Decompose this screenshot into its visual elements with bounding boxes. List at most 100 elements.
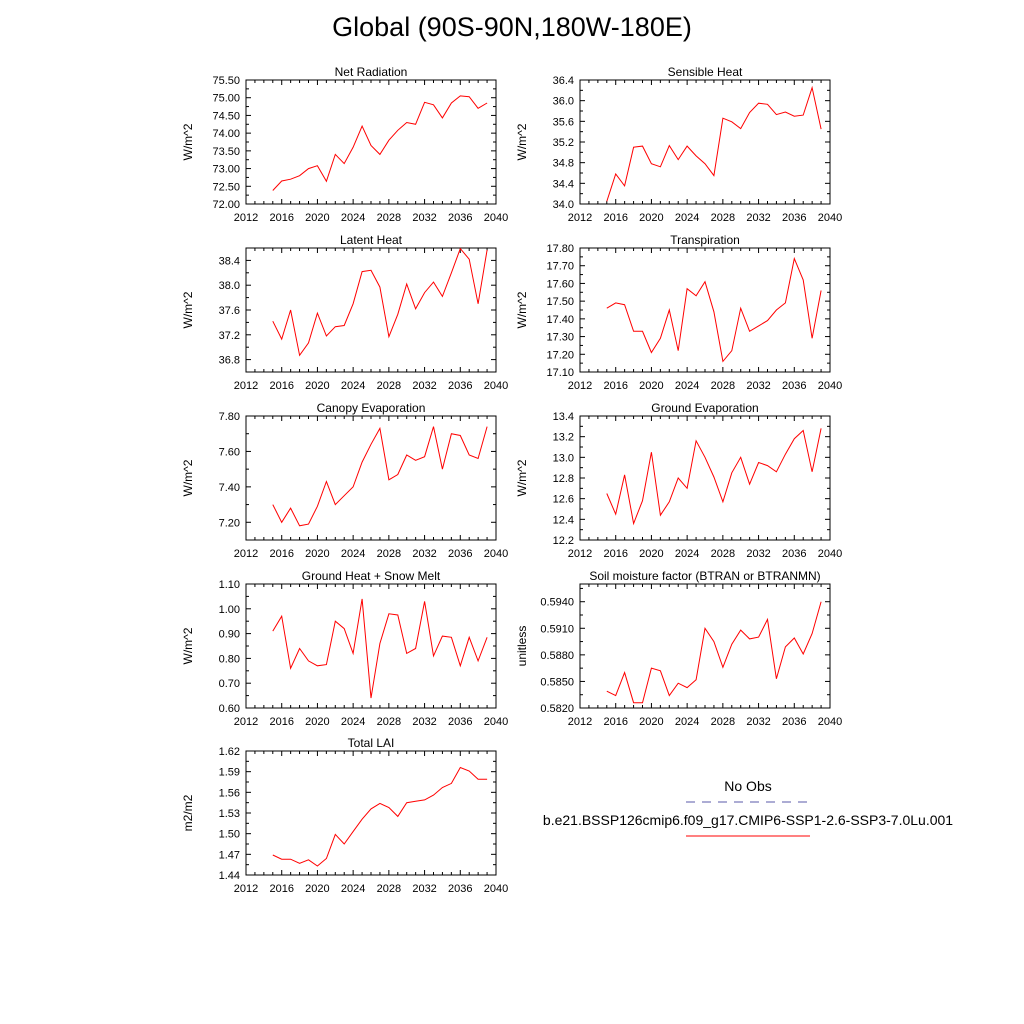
y-tick-label: 1.53 bbox=[219, 808, 240, 820]
x-tick-label: 2036 bbox=[448, 548, 472, 560]
x-tick-label: 2032 bbox=[412, 716, 436, 728]
legend: No Obs b.e21.BSSP126cmip6.f09_g17.CMIP6-… bbox=[530, 778, 966, 846]
y-tick-label: 7.20 bbox=[219, 517, 240, 529]
x-tick-label: 2036 bbox=[782, 212, 806, 224]
panel-title: Sensible Heat bbox=[668, 65, 743, 79]
figure-title: Global (90S-90N,180W-180E) bbox=[332, 12, 692, 42]
y-tick-label: 7.40 bbox=[219, 482, 240, 494]
x-tick-label: 2032 bbox=[412, 212, 436, 224]
x-tick-label: 2016 bbox=[603, 380, 627, 392]
panel-title: Ground Evaporation bbox=[651, 401, 758, 415]
y-axis-label: W/m^2 bbox=[181, 459, 195, 496]
plot-frame bbox=[579, 79, 831, 205]
x-tick-label: 2032 bbox=[412, 548, 436, 560]
x-tick-label: 2028 bbox=[377, 380, 401, 392]
x-tick-label: 2028 bbox=[711, 548, 735, 560]
x-tick-label: 2016 bbox=[603, 212, 627, 224]
y-tick-label: 17.50 bbox=[546, 296, 574, 308]
x-tick-label: 2036 bbox=[782, 380, 806, 392]
x-tick-label: 2024 bbox=[675, 212, 699, 224]
y-axis-label: m2/m2 bbox=[181, 794, 195, 831]
y-tick-label: 1.47 bbox=[219, 849, 240, 861]
panel-title: Transpiration bbox=[670, 233, 740, 247]
y-tick-label: 17.10 bbox=[546, 367, 574, 379]
x-tick-label: 2024 bbox=[341, 212, 365, 224]
x-tick-label: 2024 bbox=[675, 716, 699, 728]
x-tick-label: 2012 bbox=[234, 548, 258, 560]
series-line bbox=[606, 256, 822, 363]
x-tick-label: 2036 bbox=[448, 212, 472, 224]
y-tick-label: 0.5910 bbox=[540, 623, 574, 635]
y-tick-label: 17.60 bbox=[546, 278, 574, 290]
y-tick-label: 1.00 bbox=[219, 604, 240, 616]
y-tick-label: 38.0 bbox=[219, 280, 240, 292]
x-tick-label: 2040 bbox=[484, 548, 508, 560]
x-tick-label: 2020 bbox=[639, 380, 663, 392]
x-tick-label: 2036 bbox=[448, 380, 472, 392]
y-tick-label: 75.00 bbox=[212, 93, 240, 105]
x-tick-label: 2028 bbox=[377, 883, 401, 895]
y-tick-label: 72.50 bbox=[212, 181, 240, 193]
y-tick-label: 36.4 bbox=[553, 75, 574, 87]
y-axis-label: unitless bbox=[515, 626, 529, 667]
x-tick-label: 2020 bbox=[305, 716, 329, 728]
plot-frame bbox=[245, 415, 497, 541]
panel-8: Soil moisture factor (BTRAN or BTRANMN) u… bbox=[515, 569, 842, 728]
x-tick-label: 2040 bbox=[484, 212, 508, 224]
y-tick-label: 1.62 bbox=[219, 746, 240, 758]
y-tick-label: 36.8 bbox=[219, 355, 240, 367]
y-tick-label: 17.20 bbox=[546, 349, 574, 361]
panel-title: Soil moisture factor (BTRAN or BTRANMN) bbox=[589, 569, 820, 583]
y-axis-label: W/m^2 bbox=[515, 291, 529, 328]
y-tick-label: 34.8 bbox=[553, 158, 574, 170]
y-tick-label: 13.2 bbox=[553, 432, 574, 444]
panel-4: Transpiration W/m^2 2012 2016 2020 2024 2028 20… bbox=[515, 233, 842, 392]
x-tick-label: 2020 bbox=[305, 380, 329, 392]
y-tick-label: 34.0 bbox=[553, 199, 574, 211]
series-line bbox=[606, 428, 822, 526]
x-tick-label: 2012 bbox=[568, 548, 592, 560]
series-line bbox=[606, 601, 822, 704]
y-tick-label: 1.44 bbox=[219, 870, 240, 882]
x-tick-label: 2016 bbox=[603, 716, 627, 728]
legend-series-line bbox=[686, 835, 810, 837]
x-tick-label: 2032 bbox=[412, 883, 436, 895]
y-tick-label: 17.30 bbox=[546, 332, 574, 344]
x-tick-label: 2036 bbox=[782, 548, 806, 560]
legend-obs-label: No Obs bbox=[724, 778, 772, 794]
y-tick-label: 0.5820 bbox=[540, 703, 574, 715]
x-tick-label: 2020 bbox=[305, 212, 329, 224]
y-tick-label: 0.60 bbox=[219, 703, 240, 715]
x-tick-label: 2020 bbox=[639, 716, 663, 728]
x-tick-label: 2040 bbox=[818, 212, 842, 224]
x-tick-label: 2024 bbox=[341, 548, 365, 560]
legend-series-label: b.e21.BSSP126cmip6.f09_g17.CMIP6-SSP1-2.… bbox=[542, 812, 954, 828]
y-tick-label: 0.5940 bbox=[540, 597, 574, 609]
y-tick-label: 1.59 bbox=[219, 767, 240, 779]
panel-title: Ground Heat + Snow Melt bbox=[302, 569, 441, 583]
x-tick-label: 2012 bbox=[568, 716, 592, 728]
y-tick-label: 73.50 bbox=[212, 146, 240, 158]
y-tick-label: 13.0 bbox=[553, 452, 574, 464]
y-tick-label: 13.4 bbox=[553, 411, 574, 423]
x-tick-label: 2016 bbox=[269, 716, 293, 728]
y-tick-label: 35.6 bbox=[553, 116, 574, 128]
x-tick-label: 2012 bbox=[234, 716, 258, 728]
y-axis-label: W/m^2 bbox=[515, 459, 529, 496]
x-tick-label: 2028 bbox=[377, 716, 401, 728]
legend-obs-line bbox=[686, 801, 810, 803]
x-tick-label: 2020 bbox=[305, 883, 329, 895]
y-tick-label: 12.6 bbox=[553, 494, 574, 506]
y-tick-label: 34.4 bbox=[553, 178, 574, 190]
y-tick-label: 73.00 bbox=[212, 164, 240, 176]
panel-title: Canopy Evaporation bbox=[317, 401, 426, 415]
panel-7: Ground Heat + Snow Melt W/m^2 2012 2016 2020… bbox=[181, 569, 508, 728]
x-tick-label: 2016 bbox=[603, 548, 627, 560]
y-tick-label: 36.0 bbox=[553, 96, 574, 108]
y-axis-label: W/m^2 bbox=[181, 123, 195, 160]
y-tick-label: 0.5880 bbox=[540, 650, 574, 662]
y-tick-label: 72.00 bbox=[212, 199, 240, 211]
y-axis-label: W/m^2 bbox=[515, 123, 529, 160]
plot-frame bbox=[579, 583, 831, 709]
x-tick-label: 2016 bbox=[269, 380, 293, 392]
